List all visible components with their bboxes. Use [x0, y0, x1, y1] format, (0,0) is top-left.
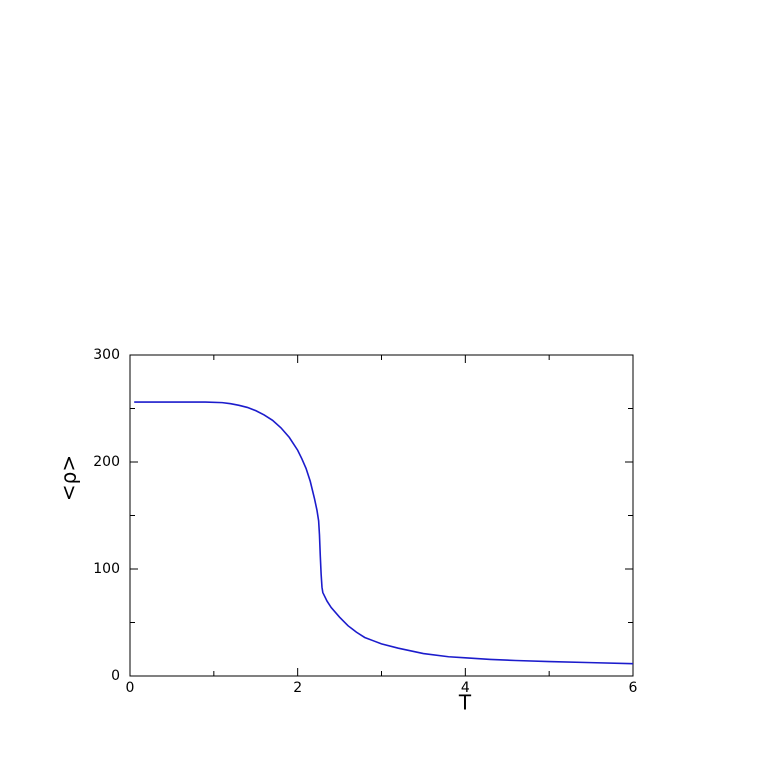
- y-tick-label: 300: [93, 347, 120, 363]
- y-tick-label: 100: [93, 561, 120, 577]
- x-tick-label: 4: [461, 680, 470, 696]
- y-axis-label: <ρ>: [57, 455, 81, 501]
- x-tick-label: 2: [293, 680, 302, 696]
- x-axis-label: T: [458, 691, 472, 715]
- y-tick-label: 200: [93, 454, 120, 470]
- plot-frame: [129, 354, 634, 677]
- x-tick-label: 0: [126, 680, 135, 696]
- y-tick-label: 0: [111, 668, 120, 684]
- data-line: [134, 401, 634, 665]
- x-tick-label: 6: [629, 680, 638, 696]
